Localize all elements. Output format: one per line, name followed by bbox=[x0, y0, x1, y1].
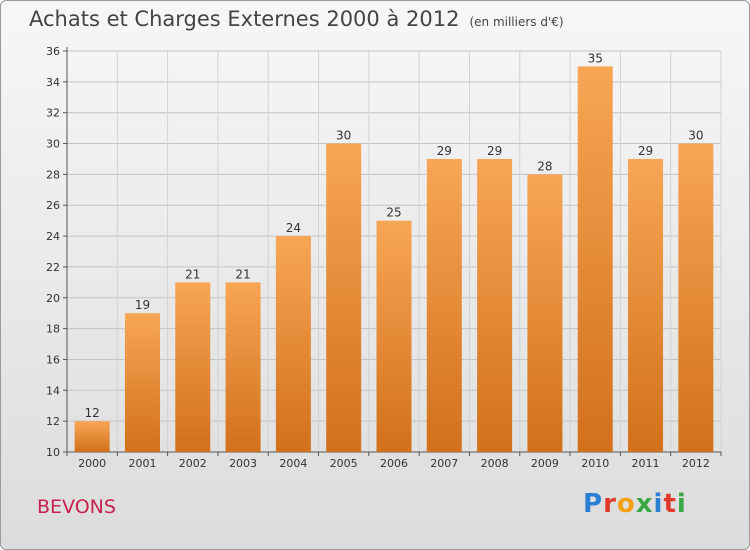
value-label-2009: 28 bbox=[537, 159, 552, 173]
x-tick-label-2005: 2005 bbox=[330, 457, 358, 470]
y-tick-label-6: 22 bbox=[46, 261, 60, 274]
x-tick-label-2004: 2004 bbox=[279, 457, 307, 470]
bar-2000 bbox=[74, 421, 110, 452]
bar-2004 bbox=[275, 236, 311, 452]
bar-2001 bbox=[124, 313, 160, 452]
value-label-2003: 21 bbox=[235, 267, 250, 281]
value-label-2007: 29 bbox=[437, 144, 452, 158]
commune-name: BEVONS bbox=[37, 496, 116, 518]
y-tick-label-4: 18 bbox=[46, 323, 60, 336]
value-label-2005: 30 bbox=[336, 129, 351, 143]
y-tick-label-12: 34 bbox=[46, 76, 60, 89]
y-tick-label-9: 28 bbox=[46, 168, 60, 181]
logo-letter-0: P bbox=[583, 489, 604, 519]
x-tick-label-2000: 2000 bbox=[78, 457, 106, 470]
bar-2003 bbox=[225, 282, 261, 452]
y-tick-label-13: 36 bbox=[46, 45, 60, 58]
bar-2012 bbox=[678, 143, 714, 453]
bar-2007 bbox=[426, 158, 462, 452]
value-label-2002: 21 bbox=[185, 267, 200, 281]
logo-letter-4: i bbox=[653, 489, 664, 519]
value-label-2012: 30 bbox=[688, 129, 703, 143]
x-tick-label-2009: 2009 bbox=[531, 457, 559, 470]
bar-2009 bbox=[527, 174, 563, 452]
y-tick-label-1: 12 bbox=[46, 415, 60, 428]
y-tick-label-3: 16 bbox=[46, 353, 60, 366]
value-label-2008: 29 bbox=[487, 144, 502, 158]
logo-letter-6: i bbox=[676, 489, 687, 519]
value-label-2001: 19 bbox=[135, 298, 150, 312]
x-tick-label-2003: 2003 bbox=[229, 457, 257, 470]
chart-title: Achats et Charges Externes 2000 à 2012 bbox=[29, 7, 460, 31]
x-tick-label-2006: 2006 bbox=[380, 457, 408, 470]
x-tick-label-2010: 2010 bbox=[581, 457, 609, 470]
bar-layer: 12 19 21 21 24 30 25 29 29 28 35 29 30 bbox=[74, 51, 714, 453]
value-label-2000: 12 bbox=[85, 406, 100, 420]
logo-letter-1: r bbox=[603, 489, 617, 519]
x-tick-label-2008: 2008 bbox=[481, 457, 509, 470]
axis-layer: 10 12 14 16 18 20 22 24 26 28 30 32 34 36 2000 2001 2002… bbox=[46, 45, 722, 470]
y-tick-label-0: 10 bbox=[46, 446, 60, 459]
value-label-2010: 35 bbox=[588, 51, 603, 65]
title-row: Achats et Charges Externes 2000 à 2012 (e… bbox=[29, 7, 564, 31]
logo-letter-2: o bbox=[616, 489, 636, 519]
chart-unit: (en milliers d'€) bbox=[469, 15, 564, 29]
y-tick-label-8: 26 bbox=[46, 199, 60, 212]
bar-2011 bbox=[628, 158, 664, 452]
value-label-2006: 25 bbox=[386, 206, 401, 220]
logo-letter-3: x bbox=[635, 489, 654, 519]
x-tick-label-2001: 2001 bbox=[128, 457, 156, 470]
y-tick-label-11: 32 bbox=[46, 107, 60, 120]
bar-2002 bbox=[175, 282, 211, 452]
x-tick-label-2012: 2012 bbox=[682, 457, 710, 470]
proxiti-logo[interactable]: Proxiti bbox=[583, 489, 687, 519]
value-label-2004: 24 bbox=[286, 221, 301, 235]
y-tick-label-2: 14 bbox=[46, 384, 60, 397]
bar-2005 bbox=[326, 143, 362, 453]
x-tick-label-2002: 2002 bbox=[179, 457, 207, 470]
bar-2010 bbox=[577, 66, 613, 452]
y-tick-label-10: 30 bbox=[46, 138, 60, 151]
bar-2006 bbox=[376, 220, 412, 452]
y-tick-label-7: 24 bbox=[46, 230, 60, 243]
logo-letter-5: t bbox=[663, 489, 677, 519]
x-tick-label-2011: 2011 bbox=[632, 457, 660, 470]
x-tick-label-2007: 2007 bbox=[430, 457, 458, 470]
value-label-2011: 29 bbox=[638, 144, 653, 158]
bar-2008 bbox=[477, 158, 513, 452]
y-tick-label-5: 20 bbox=[46, 292, 60, 305]
